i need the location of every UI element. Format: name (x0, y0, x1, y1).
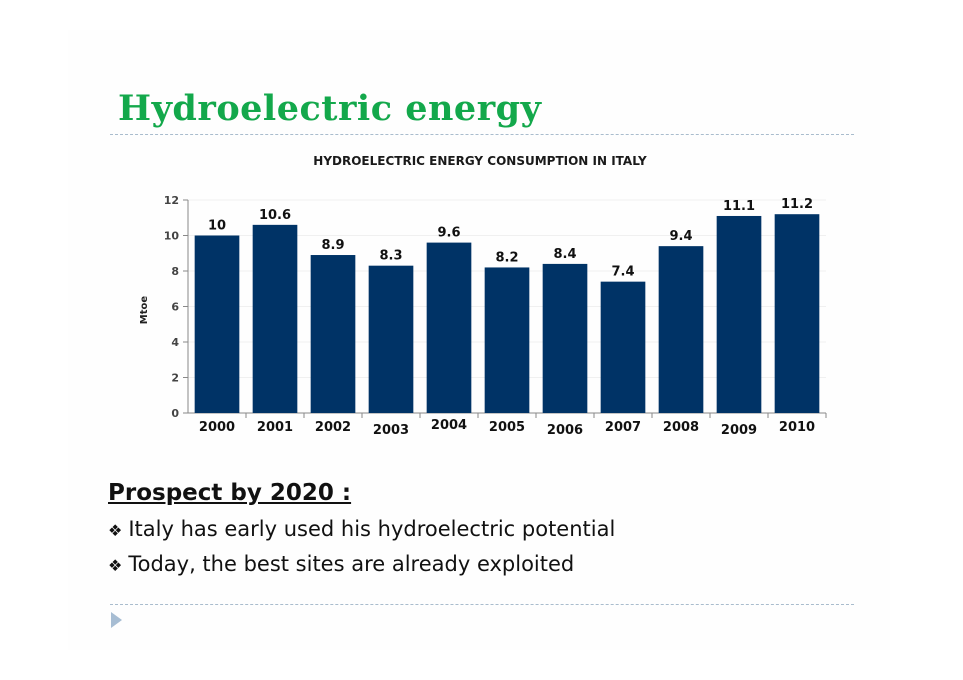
x-tick-label: 2009 (721, 423, 757, 438)
x-tick-label: 2007 (605, 420, 641, 435)
bar-value-label: 11.2 (781, 197, 813, 212)
x-tick-label: 2001 (257, 420, 293, 435)
x-tick-label: 2006 (547, 423, 583, 438)
bullet-item: ❖ Today, the best sites are already explo… (108, 552, 574, 576)
bar (600, 281, 646, 413)
bar-value-label: 10 (208, 219, 226, 234)
bullet-text: Today, the best sites are already exploi… (128, 552, 575, 576)
bar (368, 265, 414, 413)
x-tick-label: 2010 (779, 420, 815, 435)
bar-value-label: 8.9 (321, 238, 344, 253)
bar (426, 242, 472, 413)
bar (194, 235, 240, 413)
bar-value-label: 9.4 (669, 229, 692, 244)
bar-value-label: 11.1 (723, 199, 755, 214)
y-tick-label: 4 (171, 336, 179, 349)
x-tick-label: 2005 (489, 420, 525, 435)
bar (310, 255, 356, 413)
chart-title: HYDROELECTRIC ENERGY CONSUMPTION IN ITAL… (313, 154, 647, 168)
y-tick-label: 0 (171, 407, 179, 420)
x-tick-label: 2008 (663, 420, 699, 435)
x-tick-label: 2004 (431, 418, 467, 433)
bar-value-label: 7.4 (611, 265, 634, 280)
bar (252, 224, 298, 413)
y-tick-label: 8 (171, 265, 179, 278)
x-tick-label: 2002 (315, 420, 351, 435)
bar-value-label: 8.4 (553, 247, 576, 262)
prospect-heading: Prospect by 2020 : (108, 480, 352, 506)
title-divider (110, 134, 854, 135)
bullet-text: Italy has early used his hydroelectric p… (128, 517, 616, 541)
bullet-item: ❖ Italy has early used his hydroelectric … (108, 517, 615, 541)
triangle-right-icon[interactable] (111, 612, 122, 628)
diamond-bullet-icon: ❖ (108, 556, 123, 575)
bar-value-label: 8.2 (495, 250, 518, 265)
footer-divider (110, 604, 854, 605)
bar (716, 215, 762, 413)
bar (774, 214, 820, 413)
x-tick-label: 2000 (199, 420, 235, 435)
bar-value-label: 10.6 (259, 208, 291, 223)
diamond-bullet-icon: ❖ (108, 521, 123, 540)
bar-value-label: 9.6 (437, 226, 460, 241)
bar (484, 267, 530, 413)
x-tick-label: 2003 (373, 423, 409, 438)
slide-title: Hydroelectric energy (118, 88, 542, 129)
bar-value-label: 8.3 (379, 249, 402, 264)
y-tick-label: 2 (171, 372, 179, 385)
bar (542, 263, 588, 413)
y-tick-label: 6 (171, 301, 179, 314)
bar (658, 246, 704, 413)
y-tick-label: 10 (164, 230, 180, 243)
y-tick-label: 12 (164, 194, 179, 207)
